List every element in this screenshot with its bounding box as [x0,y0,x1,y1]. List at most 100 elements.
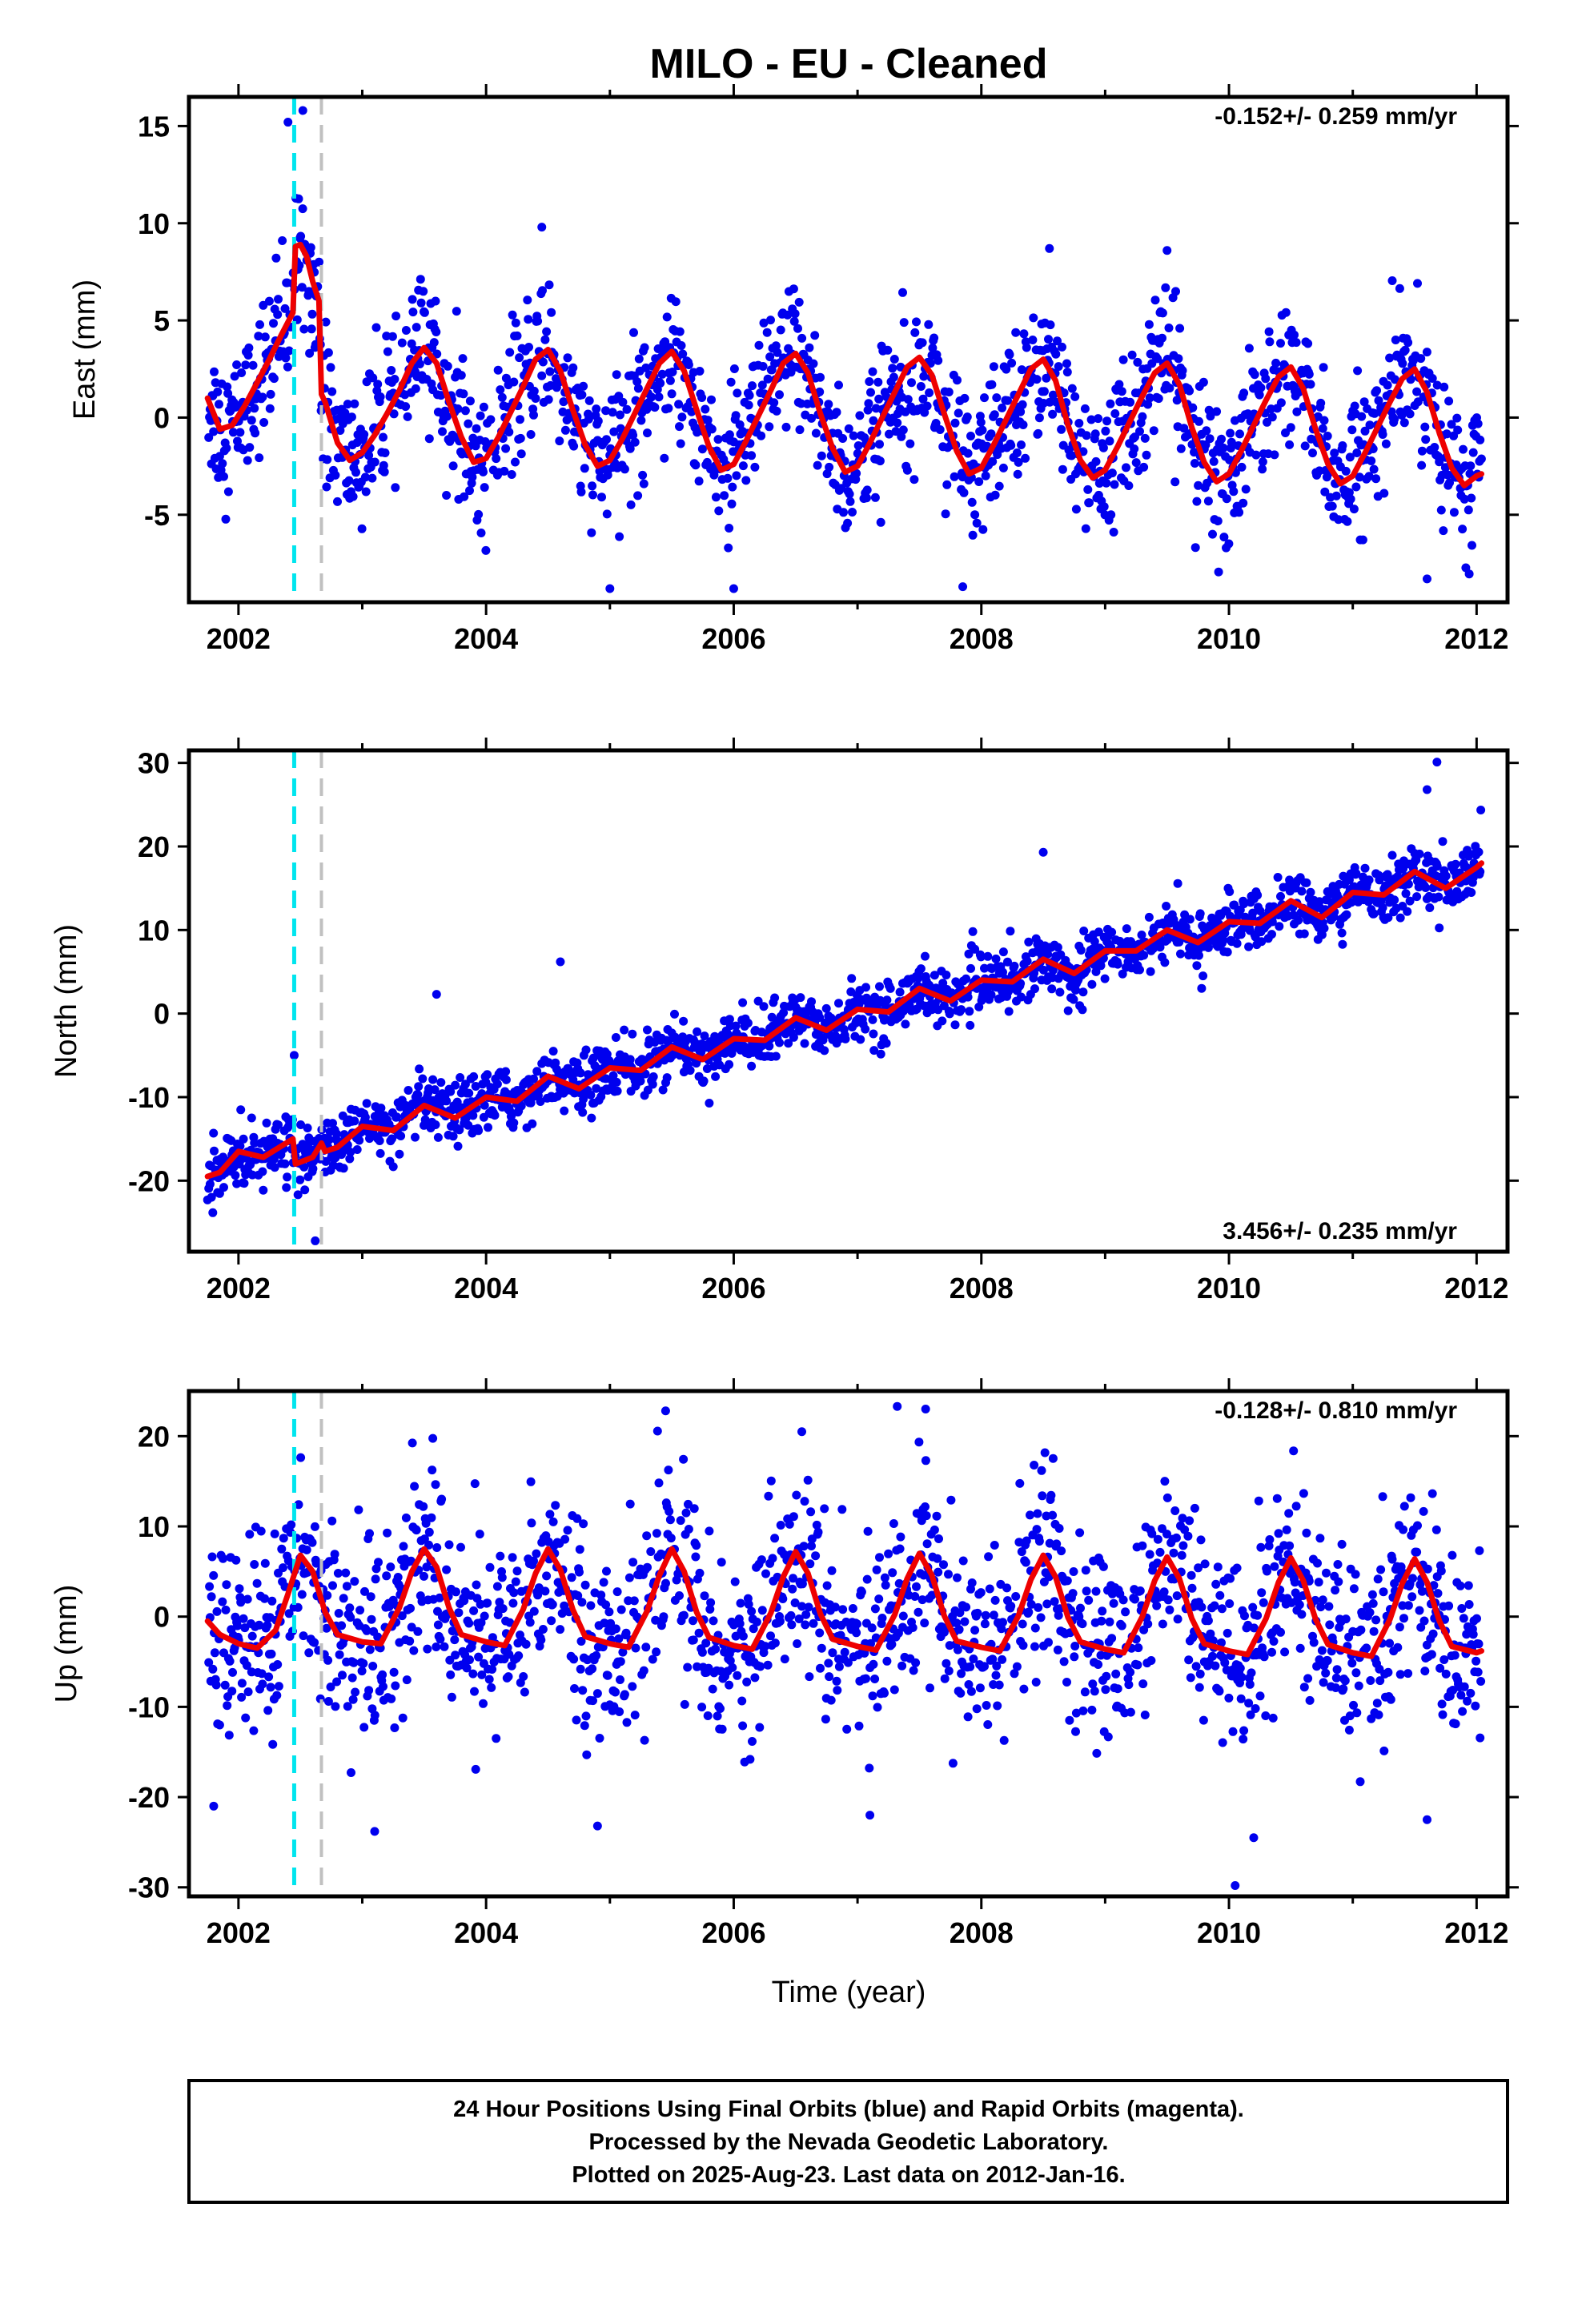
y-tick-label: 0 [154,998,170,1031]
observation-point [616,410,624,420]
observation-point [460,406,470,416]
observation-point [270,1163,279,1172]
observation-point [1102,478,1111,488]
observation-point [862,485,872,495]
observation-point [666,1534,676,1543]
observation-point [765,1041,774,1051]
observation-point [976,1588,986,1598]
observation-point [714,506,724,516]
observation-point [725,1059,734,1069]
observation-point [1145,393,1154,403]
observation-point [504,428,514,436]
observation-point [469,1606,479,1615]
observation-point [1160,958,1170,967]
observation-point [350,399,359,408]
observation-point [1224,1693,1234,1703]
observation-point [1464,505,1473,515]
observation-point [861,493,871,503]
observation-point [826,1695,836,1705]
observation-point [1331,1673,1341,1683]
observation-point [1176,444,1186,453]
observation-point [1135,427,1144,436]
observation-point [763,1660,773,1670]
observation-point [450,1635,460,1645]
x-tick-label: 2008 [950,622,1014,655]
observation-point [1011,1592,1021,1601]
observation-point [1047,984,1057,994]
observation-point [880,1573,889,1582]
observation-point [1071,505,1081,514]
observation-point [748,1737,757,1746]
observation-point [857,1587,866,1597]
observation-point [1248,1602,1258,1612]
observation-point [1018,420,1028,429]
observation-point [1076,1603,1085,1613]
observation-point [1270,1562,1279,1571]
observation-point [756,1662,765,1671]
observation-point [730,1577,740,1586]
observation-point [907,378,916,388]
observation-point [337,1621,347,1630]
observation-point [934,1567,943,1577]
observation-point [1034,413,1044,423]
observation-point [1113,1684,1122,1694]
observation-point [1122,924,1131,934]
observation-point [986,990,996,999]
observation-point [616,1605,626,1614]
observation-point [648,1655,657,1664]
observation-point [326,363,335,372]
observation-point [978,525,988,534]
observation-point [1190,1503,1199,1513]
velocity-rate-label: -0.152+/- 0.259 mm/yr [1215,103,1457,130]
observation-point [328,1119,337,1128]
observation-point [924,320,934,329]
observation-point [1016,407,1026,416]
observation-point [1383,1667,1393,1677]
observation-point [1282,1525,1291,1534]
observation-point [1295,1600,1304,1610]
observation-point [695,367,705,376]
observation-point [479,402,488,412]
observation-point [399,1542,408,1551]
observation-point [1010,961,1019,971]
observation-point [957,1669,966,1679]
observation-point [1347,898,1356,907]
observation-point [759,318,769,328]
observation-point [432,1543,442,1552]
observation-point [416,298,426,308]
observation-point [1263,1566,1271,1576]
observation-point [577,1598,587,1607]
observation-point [650,403,660,412]
observation-point [511,457,520,467]
observation-point [1376,1565,1386,1574]
observation-point [738,998,748,1007]
observation-point [1012,448,1022,457]
observation-point [1257,1588,1267,1598]
observation-point [910,328,920,337]
observation-point [648,1080,657,1089]
observation-point [834,1662,844,1671]
observation-point [775,1038,784,1047]
observation-point [474,1126,484,1136]
observation-point [1255,1691,1265,1701]
observation-point [1366,1676,1375,1685]
observation-point [582,1750,592,1759]
observation-point [260,1594,269,1603]
observation-point [370,457,379,467]
observation-point [1464,569,1474,579]
observation-point [465,1655,474,1665]
observation-point [1353,366,1363,376]
observation-point [868,367,877,376]
observation-point [294,1500,303,1510]
observation-point [251,428,260,438]
observation-point [218,1597,227,1606]
observation-point [1349,505,1359,514]
observation-point [1371,474,1381,484]
observation-point [866,388,875,397]
observation-point [1371,1615,1381,1625]
observation-point [1048,390,1058,400]
observation-point [1178,1514,1187,1523]
observation-point [854,1721,864,1731]
observation-point [211,1680,221,1690]
observation-point [766,316,775,325]
